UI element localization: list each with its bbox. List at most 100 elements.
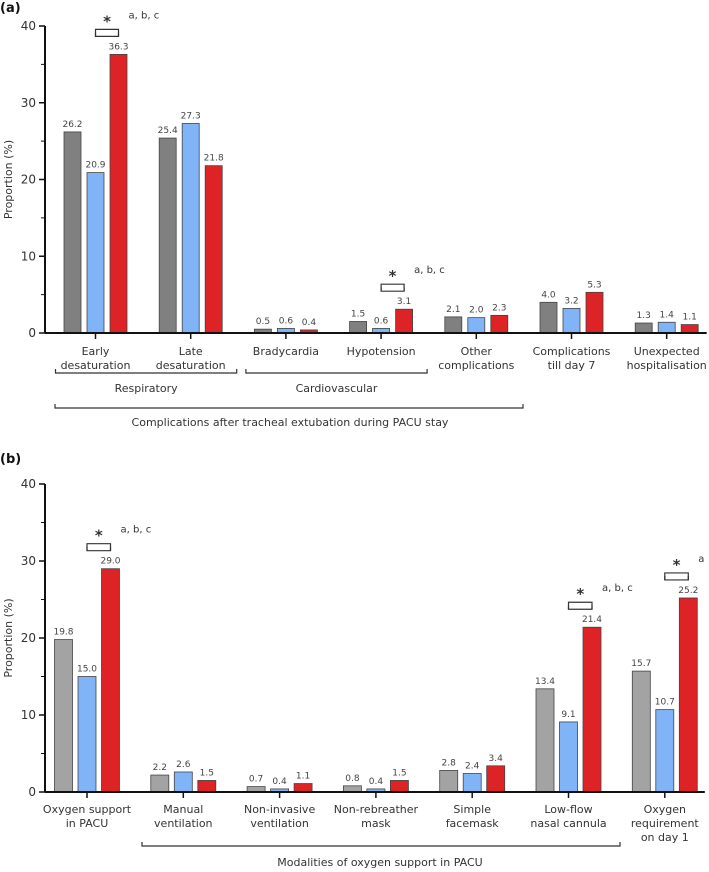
panel-a-category-label: Hypotension (347, 345, 416, 358)
panel-b-bar (462, 773, 482, 793)
panel-a-data-label: 20.9 (85, 161, 105, 171)
panel-a-bar (109, 53, 128, 334)
panel-b-bar (54, 639, 73, 793)
panel-b-category-label: Oxygen support (43, 803, 132, 816)
panel-b-data-label: 2.4 (465, 762, 480, 772)
panel-b-y-tick-label: 40 (21, 477, 36, 491)
panel-a-bar (562, 308, 581, 334)
panel-a-category-label: complications (438, 359, 514, 372)
panel-a-bar (63, 131, 82, 334)
panel-b-significance-note: a, b, c (121, 525, 152, 536)
panel-b-bar (101, 568, 120, 793)
panel-b-significance-star: * (576, 585, 584, 603)
panel-b-data-label: 10.7 (655, 698, 675, 708)
panel-a-data-label: 27.3 (181, 111, 201, 121)
panel-a-bar (634, 322, 653, 334)
panel-a-bar (395, 308, 414, 334)
panel-b-category-label: requirement (631, 817, 700, 830)
panel-a-group-label: Cardiovascular (296, 382, 378, 395)
panel-b-data-label: 29.0 (100, 557, 120, 567)
panel-a-data-label: 0.6 (374, 316, 389, 326)
panel-b-category-label: ventilation (154, 817, 213, 830)
panel-b-significance-bracket-top (86, 543, 112, 551)
panel-a-group-bracket (245, 369, 428, 374)
panel-a-bar (585, 291, 604, 334)
panel-a-data-label: 2.3 (492, 303, 506, 313)
panel-a-data-label: 1.5 (351, 309, 365, 319)
panel-a-significance-bracket-top (94, 28, 120, 37)
panel-b-significance-bracket (86, 546, 112, 552)
panel-b-bar (150, 774, 170, 793)
panel-a-significance-bracket (94, 32, 120, 37)
panel-a-category-label: hospitalisation (627, 359, 707, 372)
panel-b-data-label: 15.0 (77, 665, 97, 675)
panel-b-significance-note: a (698, 554, 704, 565)
panel-b-category-label: ventilation (250, 817, 309, 830)
panel-b-significance-bracket-top (567, 601, 593, 610)
panel-a-bar (467, 317, 486, 334)
panel-a-data-label: 0.4 (302, 318, 317, 328)
panel-a-x-label-bracket (54, 404, 524, 409)
panel-a-data-label: 0.5 (256, 317, 270, 327)
panel-b-significance-star: * (95, 527, 103, 545)
panel-b-data-label: 2.8 (442, 758, 457, 768)
panel-b-significance-bracket (567, 605, 593, 610)
panel-b-significance-bracket-top (664, 572, 689, 580)
panel-a-data-label: 26.2 (62, 120, 82, 130)
panel-b-data-label: 9.1 (561, 710, 575, 720)
panel-b-data-label: 0.4 (369, 777, 384, 787)
panel-a-label: (a) (0, 1, 21, 16)
panel-b-y-tick-label: 20 (21, 631, 36, 645)
panel-a-data-label: 2.1 (446, 305, 460, 315)
panel-b-bar (582, 626, 602, 793)
panel-b-significance-bracket (664, 575, 689, 581)
panel-b-data-label: 13.4 (535, 677, 555, 687)
panel-b-bar (439, 770, 459, 793)
panel-b-category-label: Non-invasive (244, 803, 315, 816)
panel-b-data-label: 1.5 (392, 768, 406, 778)
panel-b-category-label: facemask (446, 817, 500, 830)
panel-a-data-label: 21.8 (204, 154, 224, 164)
panel-a-significance-bracket-top (380, 283, 405, 292)
panel-a-data-label: 3.2 (564, 296, 578, 306)
panel-b-bar (535, 688, 555, 793)
panel-a-bar (444, 316, 463, 334)
panel-a-data-label: 25.4 (158, 126, 178, 136)
panel-a-category-label: Late (179, 345, 203, 358)
panel-b-category-label: in PACU (66, 817, 109, 830)
panel-b-data-label: 1.1 (296, 772, 310, 782)
panel-a-significance-star: * (103, 12, 111, 30)
panel-b-y-tick-label: 0 (28, 785, 36, 799)
panel-b-data-label: 0.8 (345, 774, 360, 784)
panel-a-bar (158, 137, 177, 334)
panel-b-category-label: mask (361, 817, 391, 830)
panel-b-data-label: 0.7 (249, 775, 263, 785)
panel-a-category-label: Other (461, 345, 493, 358)
panel-a-x-axis-label: Complications after tracheal extubation … (132, 416, 449, 429)
panel-b-data-label: 2.2 (153, 763, 167, 773)
panel-a-bar (86, 172, 105, 334)
panel-b-bar (389, 780, 409, 793)
panel-a-category-label: desaturation (156, 359, 226, 372)
panel-a-category-label: Bradycardia (253, 345, 319, 358)
panel-a-category-label: till day 7 (548, 359, 596, 372)
panel-b-x-label-bracket (141, 842, 621, 847)
panel-a-data-label: 1.4 (660, 310, 675, 320)
panel-a-bar (680, 324, 699, 334)
panel-a-significance-note: a, b, c (414, 265, 445, 276)
panel-b-bar (486, 765, 506, 793)
panel-a-bar (490, 314, 509, 334)
panel-a-significance-note: a, b, c (129, 10, 160, 21)
panel-a-bar (657, 321, 676, 334)
panel-a-significance-bracket (380, 287, 405, 292)
panel-b-data-label: 25.2 (678, 586, 698, 596)
panel-a-y-tick-label: 0 (28, 326, 36, 340)
panel-a-data-label: 5.3 (587, 280, 601, 290)
panel-a-group-label: Respiratory (115, 382, 179, 395)
panel-b-y-tick-label: 10 (21, 708, 36, 722)
panel-b-bar (173, 771, 193, 793)
panel-b-bar (293, 783, 313, 793)
panel-a-data-label: 2.0 (469, 306, 484, 316)
panel-b-bar (678, 597, 698, 793)
